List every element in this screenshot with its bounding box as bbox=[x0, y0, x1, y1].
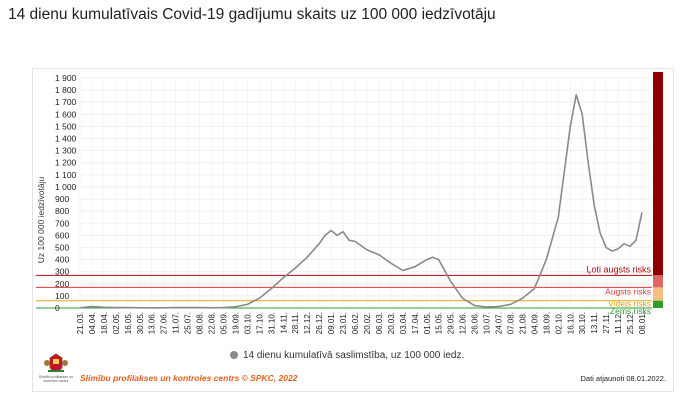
y-tick-label: 500 bbox=[55, 242, 69, 252]
y-tick-label: 1 200 bbox=[55, 158, 77, 168]
legend-label: 14 dienu kumulatīvā saslimstība, uz 100 … bbox=[243, 350, 465, 361]
x-tick-label: 12.12. bbox=[303, 312, 312, 334]
footer-updated: Dati atjaunoti 08.01.2022. bbox=[580, 374, 666, 383]
x-tick-label: 17.04. bbox=[411, 312, 420, 334]
x-tick-label: 10.07. bbox=[483, 312, 492, 334]
y-tick-label: 1 400 bbox=[55, 134, 77, 144]
x-tick-label: 21.03. bbox=[76, 312, 85, 334]
page-title: 14 dienu kumulatīvais Covid-19 gadījumu … bbox=[8, 6, 496, 23]
x-tick-label: 07.08. bbox=[506, 312, 515, 334]
y-tick-label: 100 bbox=[55, 291, 69, 301]
gridlines bbox=[79, 77, 652, 309]
spkc-logo bbox=[44, 353, 68, 372]
y-tick-label: 1 900 bbox=[55, 73, 77, 83]
x-tick-label: 09.01. bbox=[327, 312, 336, 334]
x-tick-label: 02.05. bbox=[112, 312, 121, 334]
legend: 14 dienu kumulatīvā saslimstība, uz 100 … bbox=[230, 350, 464, 361]
risk-color-bar bbox=[653, 71, 663, 308]
x-tick-label: 30.05. bbox=[136, 312, 145, 334]
x-tick-label: 16.05. bbox=[124, 312, 133, 334]
x-tick-label: 18.04. bbox=[100, 312, 109, 334]
x-tick-label: 21.08. bbox=[518, 312, 527, 334]
risk-bar-segment bbox=[653, 287, 663, 301]
x-tick-label: 29.05. bbox=[447, 312, 456, 334]
x-tick-label: 01.05. bbox=[423, 312, 432, 334]
x-tick-label: 03.04. bbox=[399, 312, 408, 334]
y-tick-label: 400 bbox=[55, 255, 69, 265]
x-tick-label: 25.12. bbox=[626, 312, 635, 334]
x-tick-label: 05.09. bbox=[219, 312, 228, 334]
series-line bbox=[79, 94, 643, 309]
risk-bar-segment bbox=[653, 300, 663, 308]
x-tick-label: 04.04. bbox=[88, 312, 97, 334]
risk-label: Vidējs risks bbox=[608, 299, 651, 309]
x-tick-label: 24.07. bbox=[495, 312, 504, 334]
risk-threshold-lines bbox=[36, 274, 652, 309]
footer-source: Slimību profilakses un kontroles centrs … bbox=[80, 373, 298, 383]
y-tick-label: 800 bbox=[55, 206, 69, 216]
x-tick-label: 19.09. bbox=[231, 312, 240, 334]
x-tick-label: 22.08. bbox=[208, 312, 217, 334]
x-tick-label: 27.11. bbox=[602, 312, 611, 334]
x-tick-label: 28.11. bbox=[291, 312, 300, 334]
legend-marker bbox=[230, 351, 238, 359]
x-tick-label: 18.09. bbox=[542, 312, 551, 334]
x-tick-label: 20.02. bbox=[363, 312, 372, 334]
x-tick-label: 30.10. bbox=[578, 312, 587, 334]
x-tick-label: 03.10. bbox=[243, 312, 252, 334]
chart-panel bbox=[32, 68, 674, 392]
risk-labels: Ļoti augsts risks Augsts risks Vidējs risk… bbox=[586, 264, 651, 316]
x-tick-label: 16.10. bbox=[566, 312, 575, 334]
y-tick-label: 900 bbox=[55, 194, 69, 204]
x-tick-label: 27.06. bbox=[160, 312, 169, 334]
y-tick-label: 1 000 bbox=[55, 182, 77, 192]
x-tick-label: 08.08. bbox=[196, 312, 205, 334]
x-tick-label: 31.10. bbox=[267, 312, 276, 334]
x-tick-label: 14.11. bbox=[279, 312, 288, 334]
x-tick-label: 25.07. bbox=[184, 312, 193, 334]
x-tick-label: 20.03. bbox=[387, 312, 396, 334]
y-tick-label: 700 bbox=[55, 218, 69, 228]
risk-label: Augsts risks bbox=[605, 286, 651, 296]
y-tick-label: 1 300 bbox=[55, 146, 77, 156]
x-tick-label: 23.01. bbox=[339, 312, 348, 334]
x-tick-label: 06.02. bbox=[351, 312, 360, 334]
x-tick-label: 08.01. bbox=[638, 312, 647, 334]
x-tick-label: 13.06. bbox=[148, 312, 157, 334]
logo-caption: Slimību profilakses un kontroles centrs bbox=[38, 375, 74, 383]
risk-label: Ļoti augsts risks bbox=[586, 264, 651, 274]
y-axis-label: Uz 100 000 iedzīvotāju bbox=[36, 176, 46, 263]
x-tick-label: 04.09. bbox=[530, 312, 539, 334]
risk-bar-segment bbox=[653, 275, 663, 288]
x-tick-label: 12.06. bbox=[459, 312, 468, 334]
y-tick-label: 1 600 bbox=[55, 109, 77, 119]
x-tick-label: 06.03. bbox=[375, 312, 384, 334]
y-tick-label: 1 100 bbox=[55, 170, 77, 180]
x-tick-label: 11.12. bbox=[614, 312, 623, 334]
x-tick-label: 26.06. bbox=[471, 312, 480, 334]
y-axis-ticks: 0 100 200 300 400 500 600 700 800 900 1 000 1 100 1 … bbox=[55, 73, 77, 313]
y-tick-label: 600 bbox=[55, 230, 69, 240]
risk-bar-segment bbox=[653, 71, 663, 276]
x-tick-label: 26.12. bbox=[315, 312, 324, 334]
x-tick-label: 02.10. bbox=[554, 312, 563, 334]
x-axis-ticks: 21.03. 04.04. 18.04. 02.05. 16.05. 30.05. 13.0… bbox=[76, 312, 647, 334]
x-tick-label: 15.05. bbox=[435, 312, 444, 334]
y-tick-label: 1 700 bbox=[55, 97, 77, 107]
y-tick-label: 1 800 bbox=[55, 85, 77, 95]
y-tick-label: 300 bbox=[55, 267, 69, 277]
risk-label: Zems risks bbox=[610, 306, 651, 316]
x-tick-label: 13.11. bbox=[590, 312, 599, 334]
y-tick-label: 1 500 bbox=[55, 121, 77, 131]
x-tick-label: 17.10. bbox=[255, 312, 264, 334]
x-tick-label: 11.07. bbox=[172, 312, 181, 334]
y-tick-label: 200 bbox=[55, 279, 69, 289]
y-tick-label: 0 bbox=[55, 303, 60, 313]
